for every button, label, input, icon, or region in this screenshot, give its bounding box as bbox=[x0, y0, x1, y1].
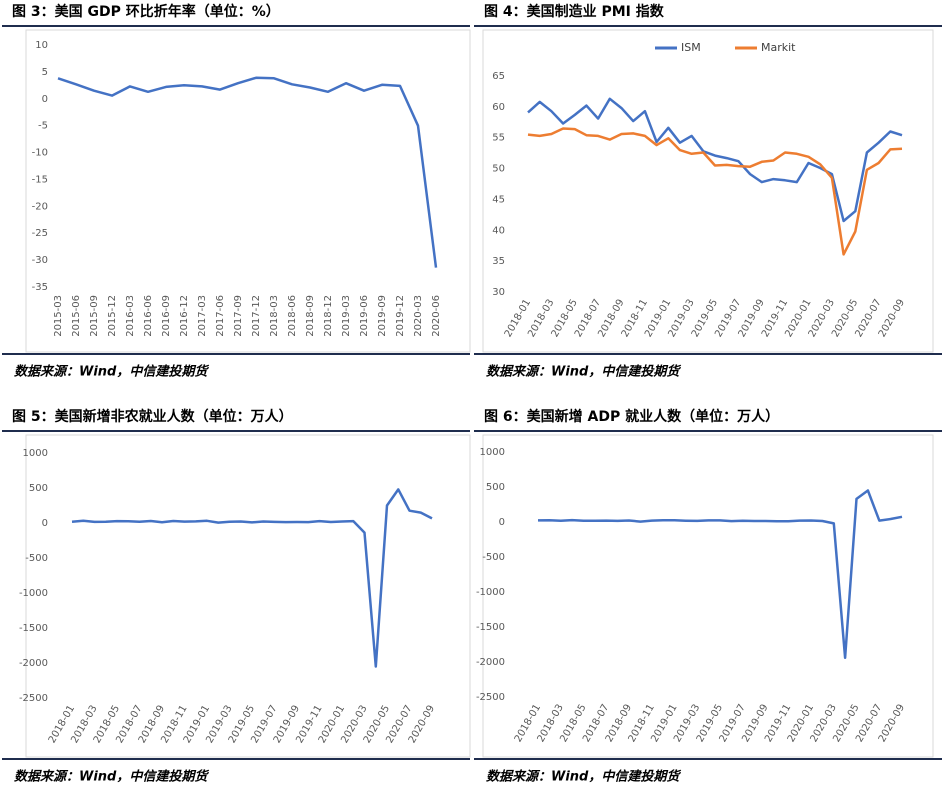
y-tick-label: -20 bbox=[32, 201, 48, 212]
y-tick-label: 55 bbox=[492, 133, 505, 144]
source-rule bbox=[474, 758, 942, 760]
x-tick-label: 2019-12 bbox=[395, 295, 406, 337]
y-tick-label: -5 bbox=[38, 121, 48, 132]
x-tick-label: 2016-09 bbox=[161, 295, 172, 337]
chart-frame bbox=[25, 29, 471, 353]
y-tick-label: -500 bbox=[25, 553, 48, 564]
y-tick-label: -2000 bbox=[19, 658, 48, 669]
x-tick-label: 2019-09 bbox=[377, 295, 388, 337]
y-tick-label: 5 bbox=[42, 67, 48, 78]
x-tick-label: 2017-03 bbox=[197, 295, 208, 337]
y-tick-label: -1500 bbox=[476, 622, 505, 633]
y-tick-label: -1000 bbox=[19, 588, 48, 599]
y-tick-label: 30 bbox=[492, 287, 505, 298]
chart-frame bbox=[482, 29, 934, 353]
x-tick-label: 2017-12 bbox=[251, 295, 262, 337]
x-tick-label: 2018-03 bbox=[269, 295, 280, 337]
x-tick-label: 2016-03 bbox=[125, 295, 136, 337]
x-tick-label: 2015-06 bbox=[71, 295, 82, 337]
legend-label: ISM bbox=[681, 41, 701, 54]
y-tick-label: 500 bbox=[486, 482, 505, 493]
y-tick-label: 35 bbox=[492, 256, 505, 267]
x-tick-label: 2015-09 bbox=[89, 295, 100, 337]
x-tick-label: 2016-06 bbox=[143, 295, 154, 337]
legend-label: Markit bbox=[761, 41, 796, 54]
y-tick-label: -2000 bbox=[476, 657, 505, 668]
chart-title: 图 4：美国制造业 PMI 指数 bbox=[484, 3, 665, 20]
chart-title: 图 5：美国新增非农就业人数（单位：万人） bbox=[12, 408, 293, 425]
y-tick-label: 0 bbox=[499, 517, 505, 528]
y-tick-label: -15 bbox=[32, 174, 48, 185]
chart-title: 图 6：美国新增 ADP 就业人数（单位：万人） bbox=[484, 408, 779, 425]
x-tick-label: 2015-12 bbox=[107, 295, 118, 337]
series-line bbox=[527, 127, 903, 256]
x-tick-label: 2016-12 bbox=[179, 295, 190, 337]
source-note: 数据来源：Wind，中信建投期货 bbox=[14, 769, 209, 785]
y-tick-label: -10 bbox=[32, 148, 48, 159]
title-rule bbox=[2, 25, 470, 27]
y-tick-label: 0 bbox=[42, 94, 48, 105]
y-tick-label: 500 bbox=[29, 483, 48, 494]
chart-frame bbox=[25, 434, 471, 758]
y-tick-label: 60 bbox=[492, 102, 505, 113]
source-note: 数据来源：Wind，中信建投期货 bbox=[14, 364, 209, 380]
series-line bbox=[527, 97, 903, 223]
chart-title: 图 3：美国 GDP 环比折年率（单位：%） bbox=[12, 3, 280, 20]
x-tick-label: 2019-03 bbox=[341, 295, 352, 337]
x-tick-label: 2017-06 bbox=[215, 295, 226, 337]
y-tick-label: 50 bbox=[492, 164, 505, 175]
x-tick-label: 2020-03 bbox=[413, 295, 424, 337]
title-rule bbox=[2, 430, 470, 432]
title-rule bbox=[474, 430, 942, 432]
source-note: 数据来源：Wind，中信建投期货 bbox=[486, 769, 681, 785]
y-tick-label: 0 bbox=[42, 518, 48, 529]
y-tick-label: -2500 bbox=[19, 693, 48, 704]
source-note: 数据来源：Wind，中信建投期货 bbox=[486, 364, 681, 380]
y-tick-label: -1000 bbox=[476, 587, 505, 598]
y-tick-label: -500 bbox=[482, 552, 505, 563]
y-tick-label: -1500 bbox=[19, 623, 48, 634]
x-tick-label: 2017-09 bbox=[233, 295, 244, 337]
y-tick-label: -2500 bbox=[476, 692, 505, 703]
series-line bbox=[71, 488, 433, 668]
x-tick-label: 2018-06 bbox=[287, 295, 298, 337]
x-tick-label: 2018-09 bbox=[305, 295, 316, 337]
y-tick-label: 10 bbox=[35, 40, 48, 51]
y-tick-label: 1000 bbox=[23, 448, 48, 459]
source-rule bbox=[2, 758, 470, 760]
source-rule bbox=[2, 353, 470, 355]
y-tick-label: -25 bbox=[32, 228, 48, 239]
source-rule bbox=[474, 353, 942, 355]
chart-frame bbox=[482, 434, 934, 758]
y-tick-label: 1000 bbox=[480, 447, 505, 458]
series-line bbox=[537, 489, 903, 660]
y-tick-label: 45 bbox=[492, 194, 505, 205]
x-tick-label: 2015-03 bbox=[53, 295, 64, 337]
y-tick-label: -30 bbox=[32, 255, 48, 266]
x-tick-label: 2019-06 bbox=[359, 295, 370, 337]
series-line bbox=[57, 76, 438, 268]
y-tick-label: 40 bbox=[492, 225, 505, 236]
y-tick-label: -35 bbox=[32, 282, 48, 293]
y-tick-label: 65 bbox=[492, 71, 505, 82]
x-tick-label: 2018-12 bbox=[323, 295, 334, 337]
title-rule bbox=[474, 25, 942, 27]
x-tick-label: 2020-06 bbox=[431, 295, 442, 337]
